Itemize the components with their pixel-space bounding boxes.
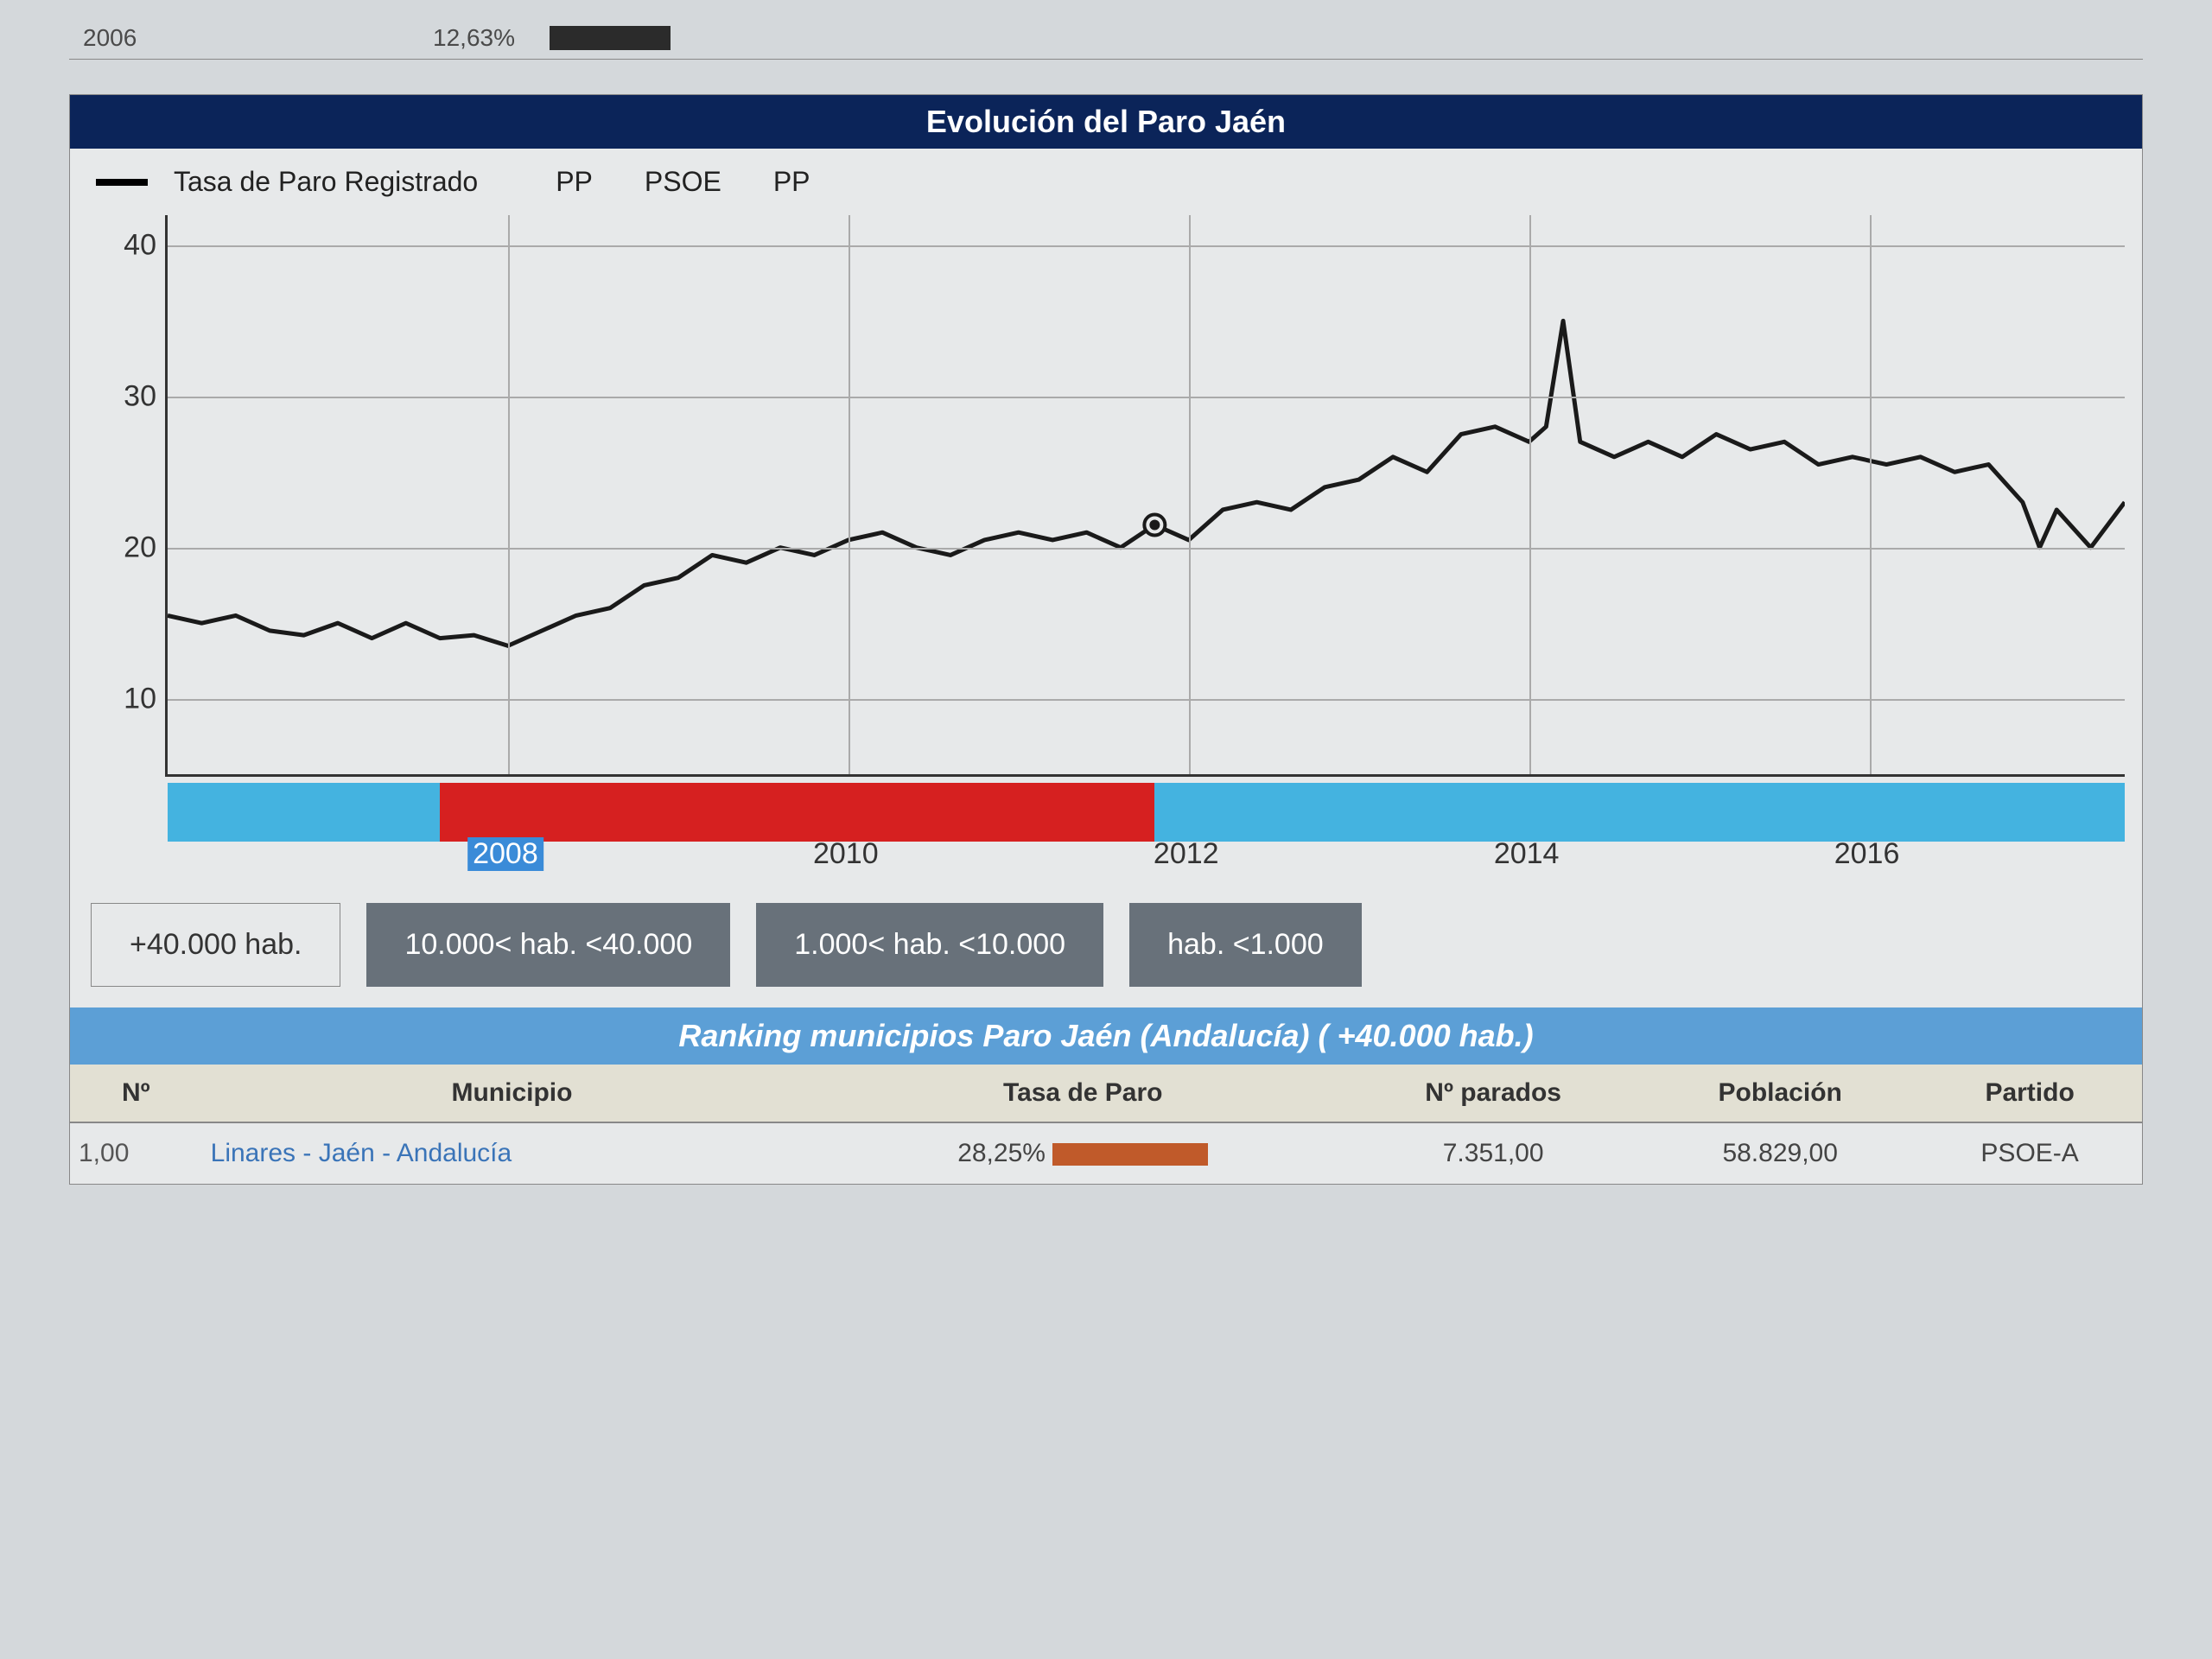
legend-series-label: Tasa de Paro Registrado xyxy=(174,166,478,198)
grid-line xyxy=(168,245,2125,247)
grid-line xyxy=(508,215,510,774)
x-tick[interactable]: 2016 xyxy=(1834,837,1900,871)
party-band xyxy=(168,783,440,842)
legend-party-label: PP xyxy=(773,166,810,197)
legend-party-label: PSOE xyxy=(645,166,721,197)
ranking-col-header: Población xyxy=(1643,1065,1917,1122)
ranking-table: NºMunicipioTasa de ParoNº paradosPoblaci… xyxy=(70,1065,2142,1184)
grid-line xyxy=(168,699,2125,701)
grid-line xyxy=(168,548,2125,550)
chart-legend: Tasa de Paro Registrado PP PSOE PP xyxy=(70,149,2142,215)
grid-line xyxy=(1189,215,1191,774)
table-row[interactable]: 1,00Linares - Jaén - Andalucía28,25% 7.3… xyxy=(70,1122,2142,1184)
x-tick[interactable]: 2010 xyxy=(813,837,879,871)
party-band xyxy=(440,783,1154,842)
grid-line xyxy=(168,397,2125,398)
rank-parados: 7.351,00 xyxy=(1344,1122,1643,1184)
population-filters: +40.000 hab. 10.000< hab. <40.000 1.000< h… xyxy=(70,872,2142,1007)
x-tick[interactable]: 2008 xyxy=(467,837,543,871)
ranking-col-header: Tasa de Paro xyxy=(822,1065,1344,1122)
x-axis: 2008 2010 2012 2014 2016 xyxy=(165,837,2125,872)
y-axis: 10 20 30 40 xyxy=(87,215,165,777)
party-band xyxy=(1154,783,2125,842)
y-tick: 30 xyxy=(124,379,165,413)
rank-municipio[interactable]: Linares - Jaén - Andalucía xyxy=(202,1122,823,1184)
top-pct: 12,63% xyxy=(290,24,515,52)
y-tick: 40 xyxy=(124,228,165,262)
legend-party-label: PP xyxy=(556,166,593,197)
x-tick[interactable]: 2012 xyxy=(1154,837,1219,871)
top-year: 2006 xyxy=(83,24,256,52)
ranking-col-header: Nº xyxy=(70,1065,202,1122)
ranking-col-header: Nº parados xyxy=(1344,1065,1643,1122)
y-tick: 10 xyxy=(124,682,165,715)
top-bar xyxy=(550,26,671,50)
ranking-col-header: Municipio xyxy=(202,1065,823,1122)
grid-line xyxy=(1529,215,1531,774)
legend-line-icon xyxy=(96,179,148,186)
population-filter-button[interactable]: +40.000 hab. xyxy=(91,903,340,987)
chart-panel: Evolución del Paro Jaén Tasa de Paro Reg… xyxy=(69,94,2143,1185)
ranking-title: Ranking municipios Paro Jaén (Andalucía)… xyxy=(70,1007,2142,1065)
top-data-row: 2006 12,63% xyxy=(69,17,2143,60)
plot[interactable] xyxy=(165,215,2125,777)
rank-n: 1,00 xyxy=(70,1122,202,1184)
rank-poblacion: 58.829,00 xyxy=(1643,1122,1917,1184)
y-tick: 20 xyxy=(124,531,165,564)
ranking-col-header: Partido xyxy=(1917,1065,2142,1122)
population-filter-button[interactable]: hab. <1.000 xyxy=(1129,903,1362,987)
grid-line xyxy=(849,215,850,774)
chart-title: Evolución del Paro Jaén xyxy=(70,95,2142,149)
line-series xyxy=(168,215,2125,774)
rank-tasa: 28,25% xyxy=(822,1122,1344,1184)
population-filter-button[interactable]: 1.000< hab. <10.000 xyxy=(756,903,1103,987)
x-tick[interactable]: 2014 xyxy=(1494,837,1560,871)
rank-partido: PSOE-A xyxy=(1917,1122,2142,1184)
population-filter-button[interactable]: 10.000< hab. <40.000 xyxy=(366,903,730,987)
chart-plot-area[interactable]: 10 20 30 40 2008 2010 2012 2014 2016 xyxy=(87,215,2125,872)
grid-line xyxy=(1870,215,1872,774)
